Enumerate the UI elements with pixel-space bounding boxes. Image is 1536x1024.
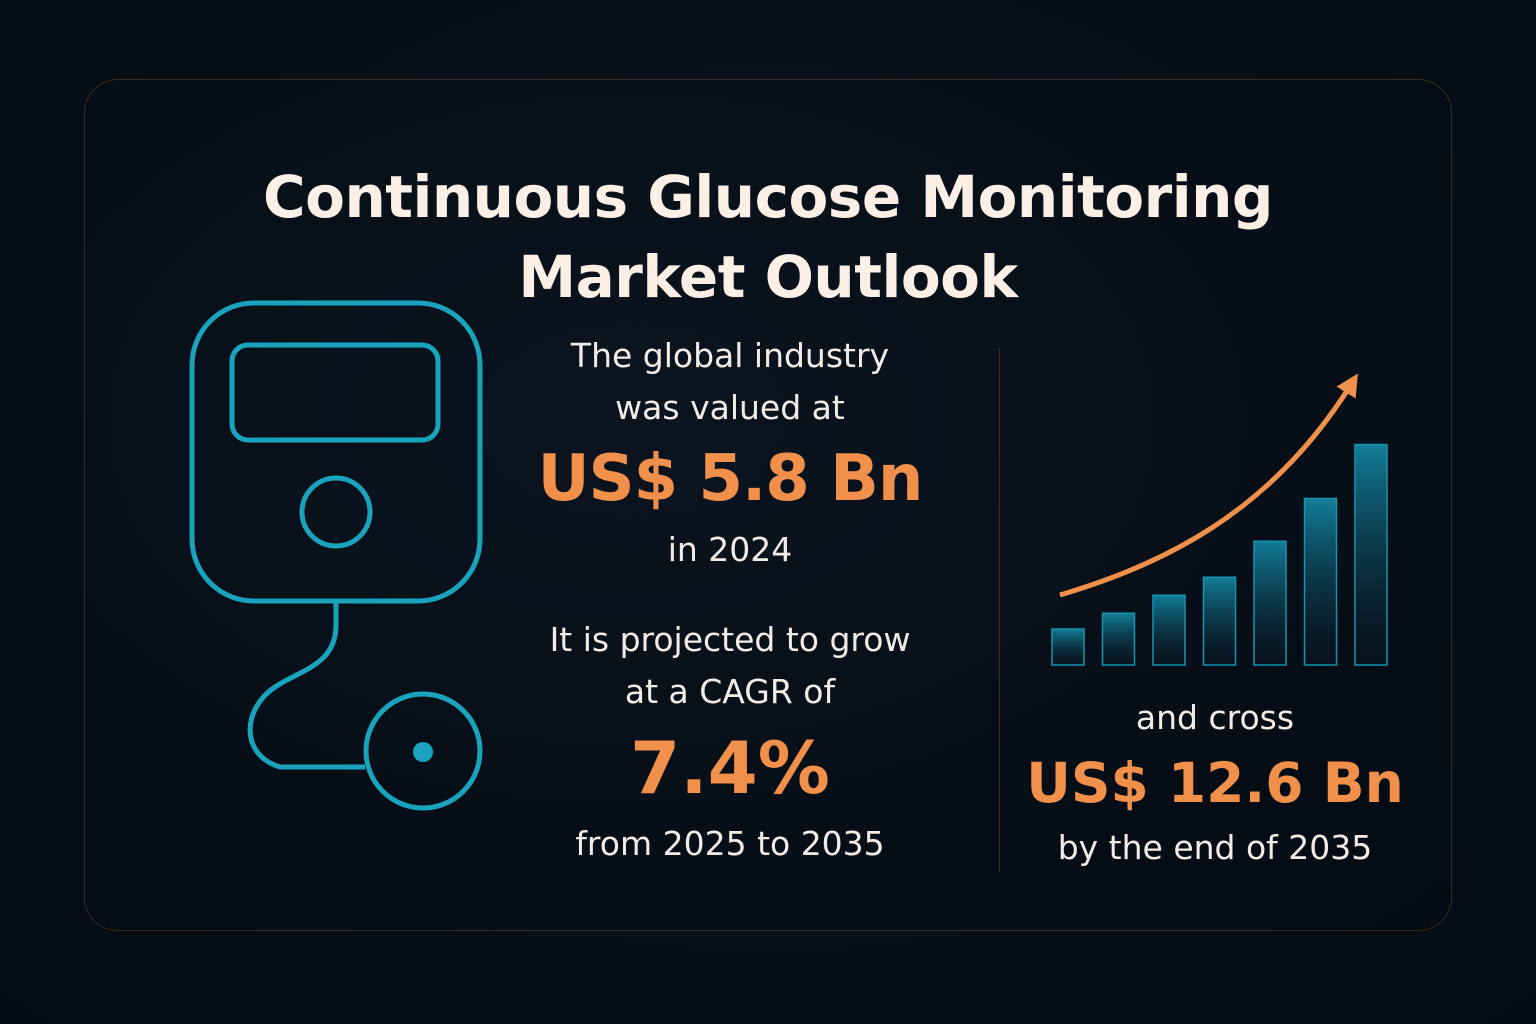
title-line-1: Continuous Glucose Monitoring (263, 162, 1273, 231)
cagr-text-2: at a CAGR of (624, 672, 836, 711)
growth-bar (1202, 576, 1237, 666)
cagr-value: 7.4% (630, 726, 830, 810)
value-2035: US$ 12.6 Bn (1026, 751, 1404, 815)
cross-text: and cross (1135, 698, 1295, 737)
valued-text-2: was valued at (615, 388, 845, 427)
infographic-card (84, 79, 1452, 931)
growth-bar (1152, 594, 1186, 666)
growth-bar (1354, 443, 1388, 666)
growth-bar (1253, 540, 1287, 666)
end-year-text: by the end of 2035 (1057, 828, 1373, 867)
divider (999, 348, 1000, 873)
valued-text-1: The global industry (570, 336, 890, 375)
market-stats: The global industry was valued at US$ 5.… (520, 330, 940, 870)
period-text: from 2025 to 2035 (575, 824, 885, 863)
page-title: Continuous Glucose Monitoring Market Out… (0, 157, 1536, 317)
outlook-stats: and cross US$ 12.6 Bn by the end of 2035 (1020, 692, 1410, 874)
growth-arrow-icon (1059, 373, 1358, 598)
growth-bars-arrow-icon (1051, 373, 1388, 666)
growth-bar (1303, 497, 1338, 666)
year-text: in 2024 (667, 530, 793, 569)
cagr-text-1: It is projected to grow (549, 620, 911, 659)
title-line-2: Market Outlook (518, 242, 1018, 311)
glucose-monitor-icon (189, 300, 483, 811)
growth-bar (1101, 612, 1136, 666)
value-2024: US$ 5.8 Bn (537, 442, 924, 516)
growth-bar (1051, 628, 1085, 666)
